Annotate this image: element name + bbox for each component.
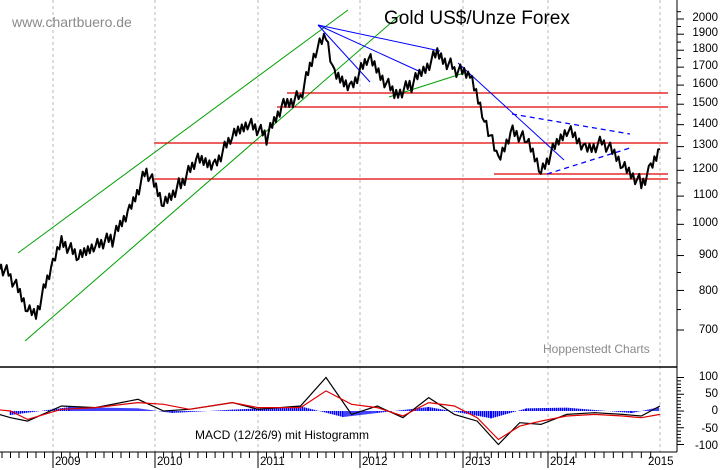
chart-credit: Hoppenstedt Charts <box>543 342 650 356</box>
x-axis-month-ticks <box>1 452 652 468</box>
channel-lower-line <box>24 14 401 342</box>
y-tick-900: 900 <box>698 249 718 261</box>
x-tick-2012: 2012 <box>362 456 388 468</box>
macd-tick-minus100: -100 <box>694 440 718 452</box>
price-series <box>0 32 661 320</box>
y-tick-1800: 1800 <box>692 43 718 55</box>
channel-upper-line <box>17 9 349 254</box>
y-tick-1500: 1500 <box>692 97 718 109</box>
triangle-lines <box>511 113 631 175</box>
macd-tick-50: 50 <box>705 388 718 400</box>
y-tick-800: 800 <box>698 285 718 297</box>
y-tick-700: 700 <box>698 324 718 336</box>
x-tick-2010: 2010 <box>157 456 183 468</box>
x-tick-2011: 2011 <box>260 456 285 468</box>
macd-tick-100: 100 <box>698 371 718 383</box>
macd-axis-ticks <box>677 377 684 445</box>
y-tick-1700: 1700 <box>692 60 718 72</box>
y-tick-1200: 1200 <box>692 163 718 175</box>
y-tick-1400: 1400 <box>692 118 718 130</box>
chart-title: Gold US$/Unze Forex <box>384 8 570 29</box>
trend-channel <box>17 9 465 342</box>
downtrend-lines <box>317 24 565 161</box>
macd-tick-minus50: -50 <box>701 423 718 435</box>
x-tick-2009: 2009 <box>55 456 81 468</box>
y-tick-1600: 1600 <box>692 78 718 90</box>
x-tick-2013: 2013 <box>465 456 491 468</box>
watermark: www.chartbuero.de <box>12 14 132 30</box>
macd-panel-label: MACD (12/26/9) mit Histogramm <box>195 428 370 442</box>
y-tick-1100: 1100 <box>693 189 718 201</box>
x-tick-2014: 2014 <box>550 456 576 468</box>
signal-line <box>0 390 661 441</box>
y-tick-1900: 1900 <box>692 27 718 39</box>
price-axis-ticks <box>677 11 684 331</box>
y-tick-1300: 1300 <box>692 139 718 151</box>
x-tick-2015: 2015 <box>648 456 674 468</box>
macd-tick-0: 0 <box>711 405 718 417</box>
y-tick-2000: 2000 <box>692 12 718 24</box>
support-resistance-lines <box>154 92 668 180</box>
y-tick-1000: 1000 <box>692 217 718 229</box>
